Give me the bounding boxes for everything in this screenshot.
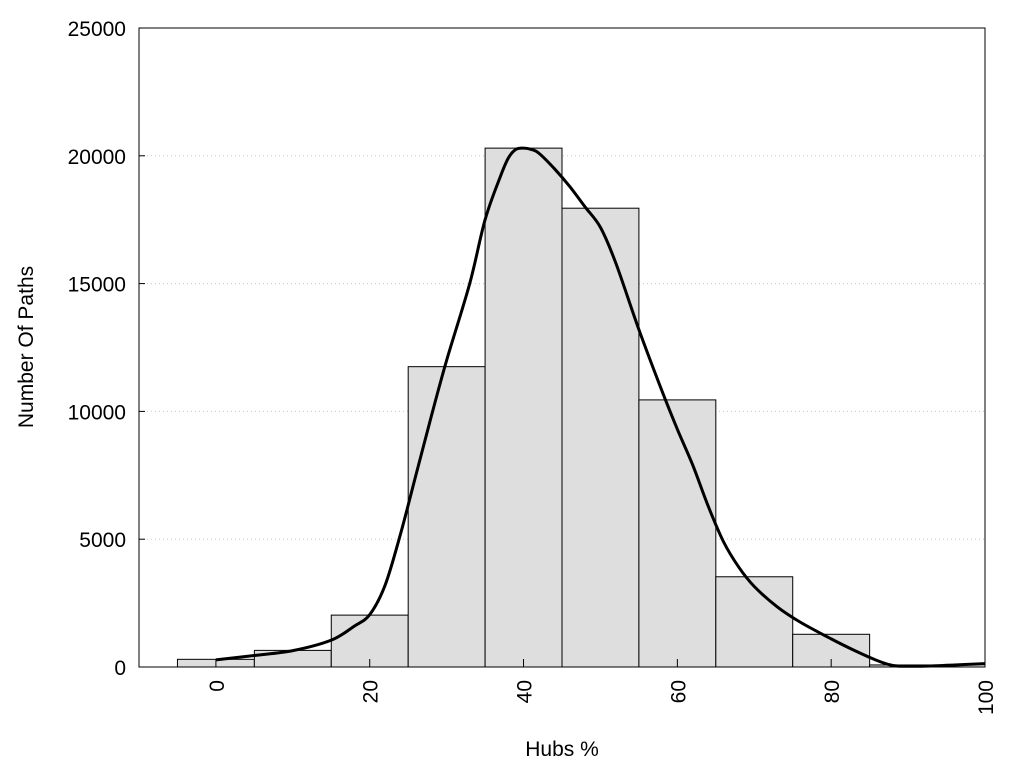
y-tick-label-5: 25000 — [68, 18, 126, 41]
density-curve — [215, 146, 986, 668]
x-tick-label-3: 60 — [667, 680, 690, 703]
gridlines — [139, 155, 985, 540]
x-tick-label-0: 0 — [206, 680, 229, 692]
histogram-bar-5 — [561, 207, 640, 668]
y-tick-label-3: 15000 — [68, 274, 126, 297]
y-axis-title: Number Of Paths — [15, 266, 38, 428]
y-tick-label-1: 5000 — [79, 529, 126, 552]
y-tick-label-4: 20000 — [68, 146, 126, 169]
x-axis-ticks: 0 20 40 60 80 100 — [206, 659, 998, 715]
plot-frame — [138, 27, 986, 668]
histogram-bar-4 — [484, 147, 563, 668]
y-tick-label-0: 0 — [114, 657, 126, 680]
x-axis-title: Hubs % — [525, 738, 599, 761]
x-tick-label-2: 40 — [514, 680, 537, 703]
y-tick-label-2: 10000 — [68, 401, 126, 424]
x-tick-label-5: 100 — [975, 680, 998, 715]
x-tick-label-1: 20 — [360, 680, 383, 703]
histogram-bar-7 — [715, 576, 794, 668]
histogram-bar-6 — [638, 399, 717, 668]
histogram-bar-3 — [407, 366, 486, 668]
x-tick-label-4: 80 — [821, 680, 844, 703]
y-axis-ticks: 0 5000 10000 15000 20000 25000 — [68, 18, 145, 680]
